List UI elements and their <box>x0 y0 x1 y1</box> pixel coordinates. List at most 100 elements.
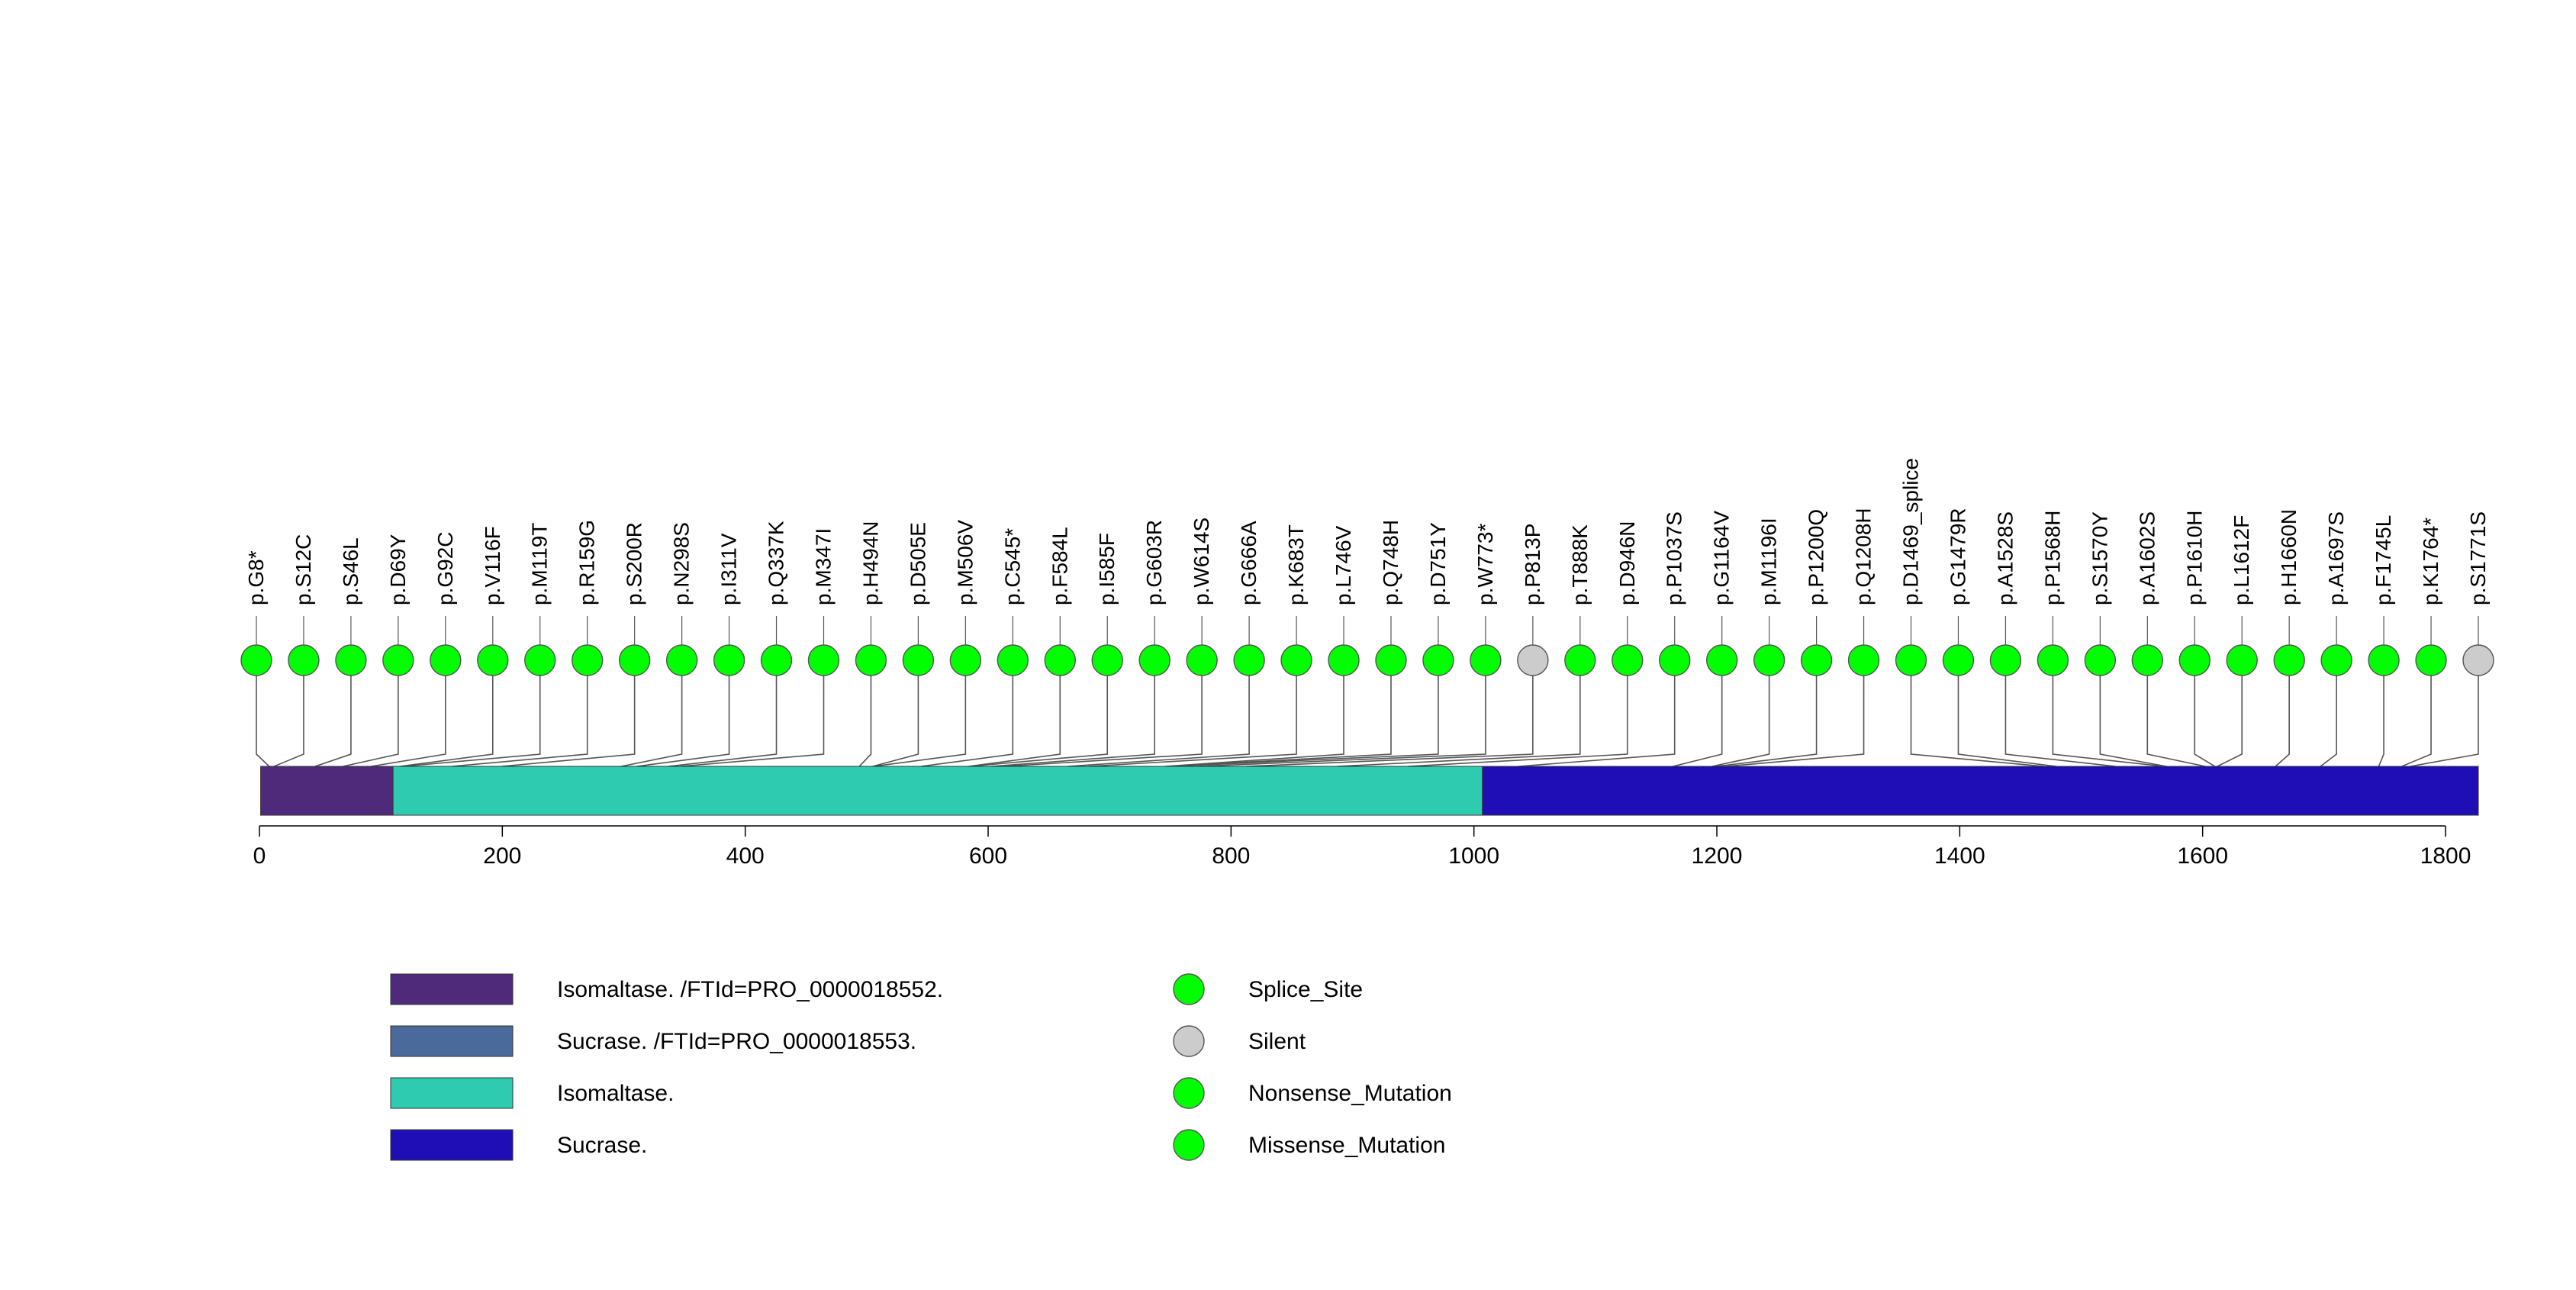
protein-backbone <box>260 766 2479 816</box>
marker-34 <box>1847 644 1880 676</box>
marker-20 <box>1186 644 1218 676</box>
marker-2 <box>335 644 367 676</box>
domain-legend-swatch-1 <box>390 1025 514 1057</box>
marker-4 <box>430 644 462 676</box>
mutation-label-14: p.D505E <box>906 522 929 605</box>
x-tick-label-0: 0 <box>253 843 266 869</box>
mutation-label-29: p.D946N <box>1615 521 1639 605</box>
mutation-label-11: p.Q337K <box>765 521 788 605</box>
mutation-label-36: p.G1479R <box>1946 508 1969 605</box>
marker-18 <box>1091 644 1123 676</box>
x-tick-label-4: 800 <box>1212 843 1250 869</box>
marker-31 <box>1705 644 1738 676</box>
x-tick-label-8: 1600 <box>2177 843 2228 869</box>
mutation-label-2: p.S46L <box>339 537 362 605</box>
marker-29 <box>1612 644 1644 676</box>
mutation-label-1: p.S12C <box>291 534 315 605</box>
marker-32 <box>1753 644 1785 676</box>
x-tick-label-5: 1000 <box>1448 843 1499 869</box>
mutation-label-13: p.H494N <box>858 521 882 605</box>
marker-1 <box>288 644 320 676</box>
marker-35 <box>1895 644 1927 676</box>
mutation-legend-label-3: Missense_Mutation <box>1248 1133 1445 1158</box>
domain-2 <box>1482 766 2479 816</box>
mutation-label-31: p.G1164V <box>1710 511 1734 605</box>
domain-1 <box>392 766 1483 816</box>
domain-legend-label-3: Sucrase. <box>557 1133 647 1158</box>
mutation-legend-marker-3 <box>1173 1129 1205 1161</box>
marker-16 <box>997 644 1029 676</box>
marker-36 <box>1942 644 1975 676</box>
mutation-markers <box>240 616 2494 676</box>
mutation-label-26: p.W773* <box>1473 524 1497 605</box>
mutation-label-17: p.F584L <box>1048 527 1071 605</box>
marker-17 <box>1044 644 1076 676</box>
mutation-label-38: p.P1568H <box>2040 510 2064 605</box>
marker-19 <box>1138 644 1170 676</box>
x-tick-label-1: 200 <box>483 843 521 869</box>
mutation-label-33: p.P1200Q <box>1805 509 1828 605</box>
domain-legend-label-2: Isomaltase. <box>557 1081 674 1106</box>
mutation-label-28: p.T888K <box>1568 524 1592 605</box>
mutation-label-46: p.K1764* <box>2419 518 2442 605</box>
marker-41 <box>2178 644 2211 676</box>
mutation-label-47: p.S1771S <box>2466 511 2490 605</box>
mutation-label-25: p.D751Y <box>1426 522 1450 605</box>
marker-13 <box>855 644 887 676</box>
marker-3 <box>382 644 414 676</box>
mutation-label-45: p.F1745L <box>2372 515 2395 605</box>
mutation-label-20: p.W614S <box>1190 518 1213 605</box>
mutation-label-0: p.G8* <box>244 550 268 605</box>
mutation-labels: p.G8* p.S12C p.S46L p.D69Y p.G92C p.V116F p.M1… <box>244 458 2490 605</box>
mutation-label-7: p.R159G <box>575 520 599 605</box>
mutation-label-19: p.G603R <box>1142 520 1166 605</box>
marker-12 <box>807 644 840 676</box>
marker-5 <box>477 644 509 676</box>
marker-45 <box>2368 644 2400 676</box>
marker-10 <box>713 644 745 676</box>
mutation-label-35: p.D1469_splice <box>1899 458 1923 605</box>
mutation-label-18: p.I585F <box>1095 533 1119 605</box>
x-axis: 0 200 400 600 800 1000 1200 1400 1600 1800 <box>253 825 2471 869</box>
domain-legend-swatch-0 <box>390 973 514 1005</box>
domain-0 <box>260 766 394 816</box>
mutation-label-40: p.A1602S <box>2135 511 2159 605</box>
marker-30 <box>1659 644 1691 676</box>
marker-24 <box>1375 644 1407 676</box>
marker-46 <box>2415 644 2447 676</box>
marker-39 <box>2084 644 2117 676</box>
x-tick-label-6: 1200 <box>1692 843 1743 869</box>
mutation-label-42: p.L1612F <box>2230 515 2253 605</box>
mutation-label-44: p.A1697S <box>2324 511 2348 605</box>
domain-legend-label-1: Sucrase. /FTId=PRO_0000018553. <box>557 1029 916 1054</box>
domain-legend-swatch-2 <box>390 1077 514 1109</box>
x-tick-label-3: 600 <box>969 843 1007 869</box>
mutation-label-39: p.S1570Y <box>2088 511 2111 605</box>
mutation-legend-label-0: Splice_Site <box>1248 977 1363 1002</box>
mutation-legend-marker-1 <box>1173 1025 1205 1057</box>
mutation-label-32: p.M1196I <box>1757 518 1781 605</box>
marker-14 <box>902 644 935 676</box>
mutation-legend-marker-2 <box>1173 1077 1205 1109</box>
marker-26 <box>1470 644 1502 676</box>
mutation-label-41: p.P1610H <box>2182 510 2206 605</box>
mutation-label-8: p.S200R <box>623 522 646 605</box>
mutation-label-12: p.M347I <box>811 528 835 605</box>
mutation-label-3: p.D69Y <box>386 534 410 605</box>
mutation-label-6: p.M119T <box>528 523 552 605</box>
mutation-label-27: p.P813P <box>1521 524 1544 605</box>
domain-legend-label-0: Isomaltase. /FTId=PRO_0000018552. <box>557 977 943 1002</box>
x-tick-label-9: 1800 <box>2420 843 2471 869</box>
marker-47 <box>2462 644 2494 676</box>
mutation-label-16: p.C545* <box>1000 528 1024 605</box>
domain-legend-swatch-3 <box>390 1129 514 1161</box>
mutation-label-10: p.I311V <box>717 533 741 605</box>
x-tick-label-2: 400 <box>726 843 765 869</box>
marker-27 <box>1517 644 1549 676</box>
marker-25 <box>1422 644 1454 676</box>
x-tick-label-7: 1400 <box>1934 843 1985 869</box>
marker-21 <box>1233 644 1265 676</box>
mutation-legend-marker-0 <box>1173 973 1205 1005</box>
marker-40 <box>2131 644 2163 676</box>
